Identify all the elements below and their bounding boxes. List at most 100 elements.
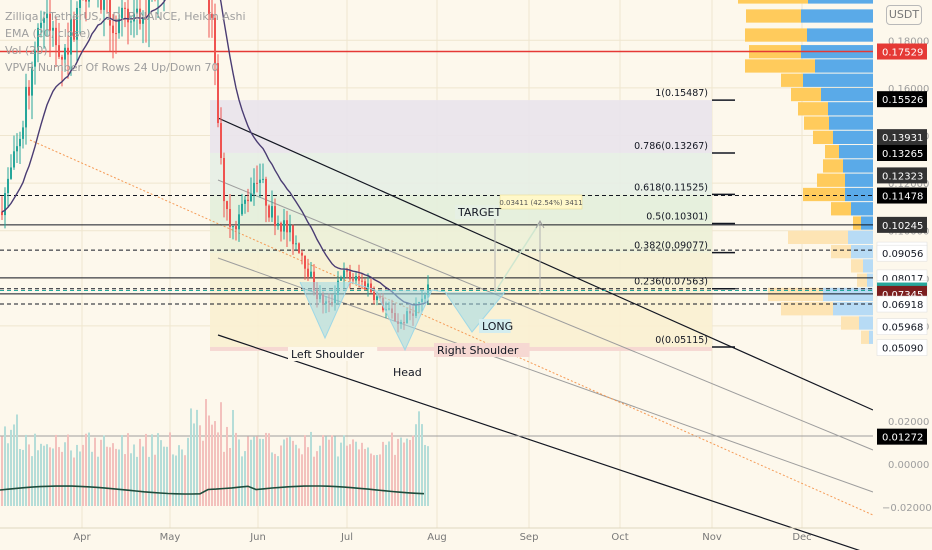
volume-bar: [268, 433, 270, 506]
candle-body: [19, 138, 21, 147]
volume-axis-label: 0.02000: [888, 417, 929, 428]
candle-body: [241, 203, 243, 215]
volume-bar: [331, 435, 333, 506]
vp-down-bar: [839, 145, 873, 159]
volume-bar: [220, 402, 222, 506]
volume-bar: [400, 437, 402, 506]
fib-level-label: 0.786(0.13267): [634, 141, 708, 152]
volume-bar: [16, 414, 18, 506]
candle-body: [16, 146, 18, 152]
volume-bar: [343, 435, 345, 506]
volume-bar: [136, 456, 138, 506]
price-label: 0.15526: [882, 95, 923, 106]
candle-body: [292, 225, 294, 245]
volume-bar: [313, 456, 315, 506]
vp-up-bar: [781, 73, 803, 87]
vp-up-bar: [798, 102, 828, 116]
candle-body: [229, 209, 231, 227]
volume-bar: [418, 411, 420, 506]
currency-button[interactable]: USDT: [886, 5, 922, 25]
price-label: 0.06918: [882, 300, 923, 311]
candle-body: [88, 0, 90, 2]
volume-bar: [307, 447, 309, 506]
price-label-bg: [877, 91, 927, 108]
volume-bar: [88, 432, 90, 506]
volume-bar: [412, 435, 414, 506]
vp-down-bar: [869, 330, 873, 344]
vp-up-bar: [817, 173, 845, 187]
candle-body: [58, 45, 60, 57]
volume-bar: [169, 432, 171, 506]
volume-bar: [340, 442, 342, 506]
volume-bar: [289, 436, 291, 506]
volume-bar: [346, 445, 348, 506]
vp-down-bar: [848, 230, 873, 244]
volume-bar: [247, 436, 249, 506]
candle-body: [28, 86, 30, 96]
fib-level-label: 0.5(0.10301): [646, 212, 708, 223]
volume-bar: [328, 439, 330, 506]
measure-box: [499, 194, 583, 210]
volume-bar: [166, 446, 168, 506]
volume-bar: [280, 445, 282, 506]
candle-body: [40, 22, 42, 28]
volume-bar: [337, 456, 339, 506]
legend-vpvr: VPVR Number Of Rows 24 Up/Down 70: [5, 61, 219, 74]
price-label-bg: [877, 428, 927, 445]
candle-body: [301, 252, 303, 256]
volume-bar: [121, 435, 123, 506]
x-tick-label: May: [160, 532, 181, 543]
candle-body: [76, 7, 78, 40]
volume-bar: [157, 433, 159, 506]
volume-bar: [214, 421, 216, 506]
candle-body: [304, 255, 306, 269]
left-shoulder-label: Left Shoulder: [291, 348, 365, 361]
volume-bar: [304, 435, 306, 506]
candle-body: [346, 270, 348, 272]
vp-down-bar: [808, 0, 873, 4]
volume-bar: [25, 434, 27, 506]
candle-body: [55, 27, 57, 46]
volume-bar: [154, 454, 156, 506]
candle-body: [67, 47, 69, 55]
volume-bar: [376, 454, 378, 506]
volume-bar: [388, 441, 390, 506]
volume-bar: [97, 456, 99, 506]
volume-bar: [373, 455, 375, 506]
volume-bar: [115, 448, 117, 506]
vp-down-bar: [821, 87, 873, 102]
volume-bar: [364, 448, 366, 506]
head-shape: [375, 290, 432, 350]
candle-body: [118, 18, 120, 34]
volume-bar: [361, 442, 363, 506]
volume-bar: [1, 436, 3, 506]
vp-up-bar: [791, 87, 821, 102]
legend-symbol: Zilliqa / TetherUS, 1D, BINANCE, Heikin …: [5, 10, 246, 23]
volume-bar: [355, 441, 357, 506]
vp-down-bar: [863, 259, 873, 273]
volume-bar: [139, 438, 141, 506]
candle-body: [148, 0, 150, 19]
candle-body: [70, 18, 72, 55]
vp-down-bar: [803, 73, 873, 87]
volume-bar: [187, 437, 189, 506]
volume-bar: [391, 432, 393, 506]
candle-body: [133, 13, 135, 22]
vp-down-bar: [845, 187, 873, 202]
candle-body: [1, 211, 3, 216]
vp-up-bar: [841, 316, 859, 330]
fib-level-label: 0.618(0.11525): [634, 182, 708, 193]
candle-body: [364, 281, 366, 290]
volume-bar: [397, 438, 399, 506]
candle-body: [268, 205, 270, 218]
volume-bar: [208, 415, 210, 506]
volume-bar: [40, 443, 42, 506]
candle-body: [46, 13, 48, 19]
candle-body: [295, 243, 297, 245]
candle-body: [310, 271, 312, 277]
candle-body: [355, 275, 357, 281]
fib-level-label: 1(0.15487): [655, 88, 708, 99]
volume-axis-label: −0.02000: [882, 503, 932, 514]
volume-bar: [271, 452, 273, 506]
